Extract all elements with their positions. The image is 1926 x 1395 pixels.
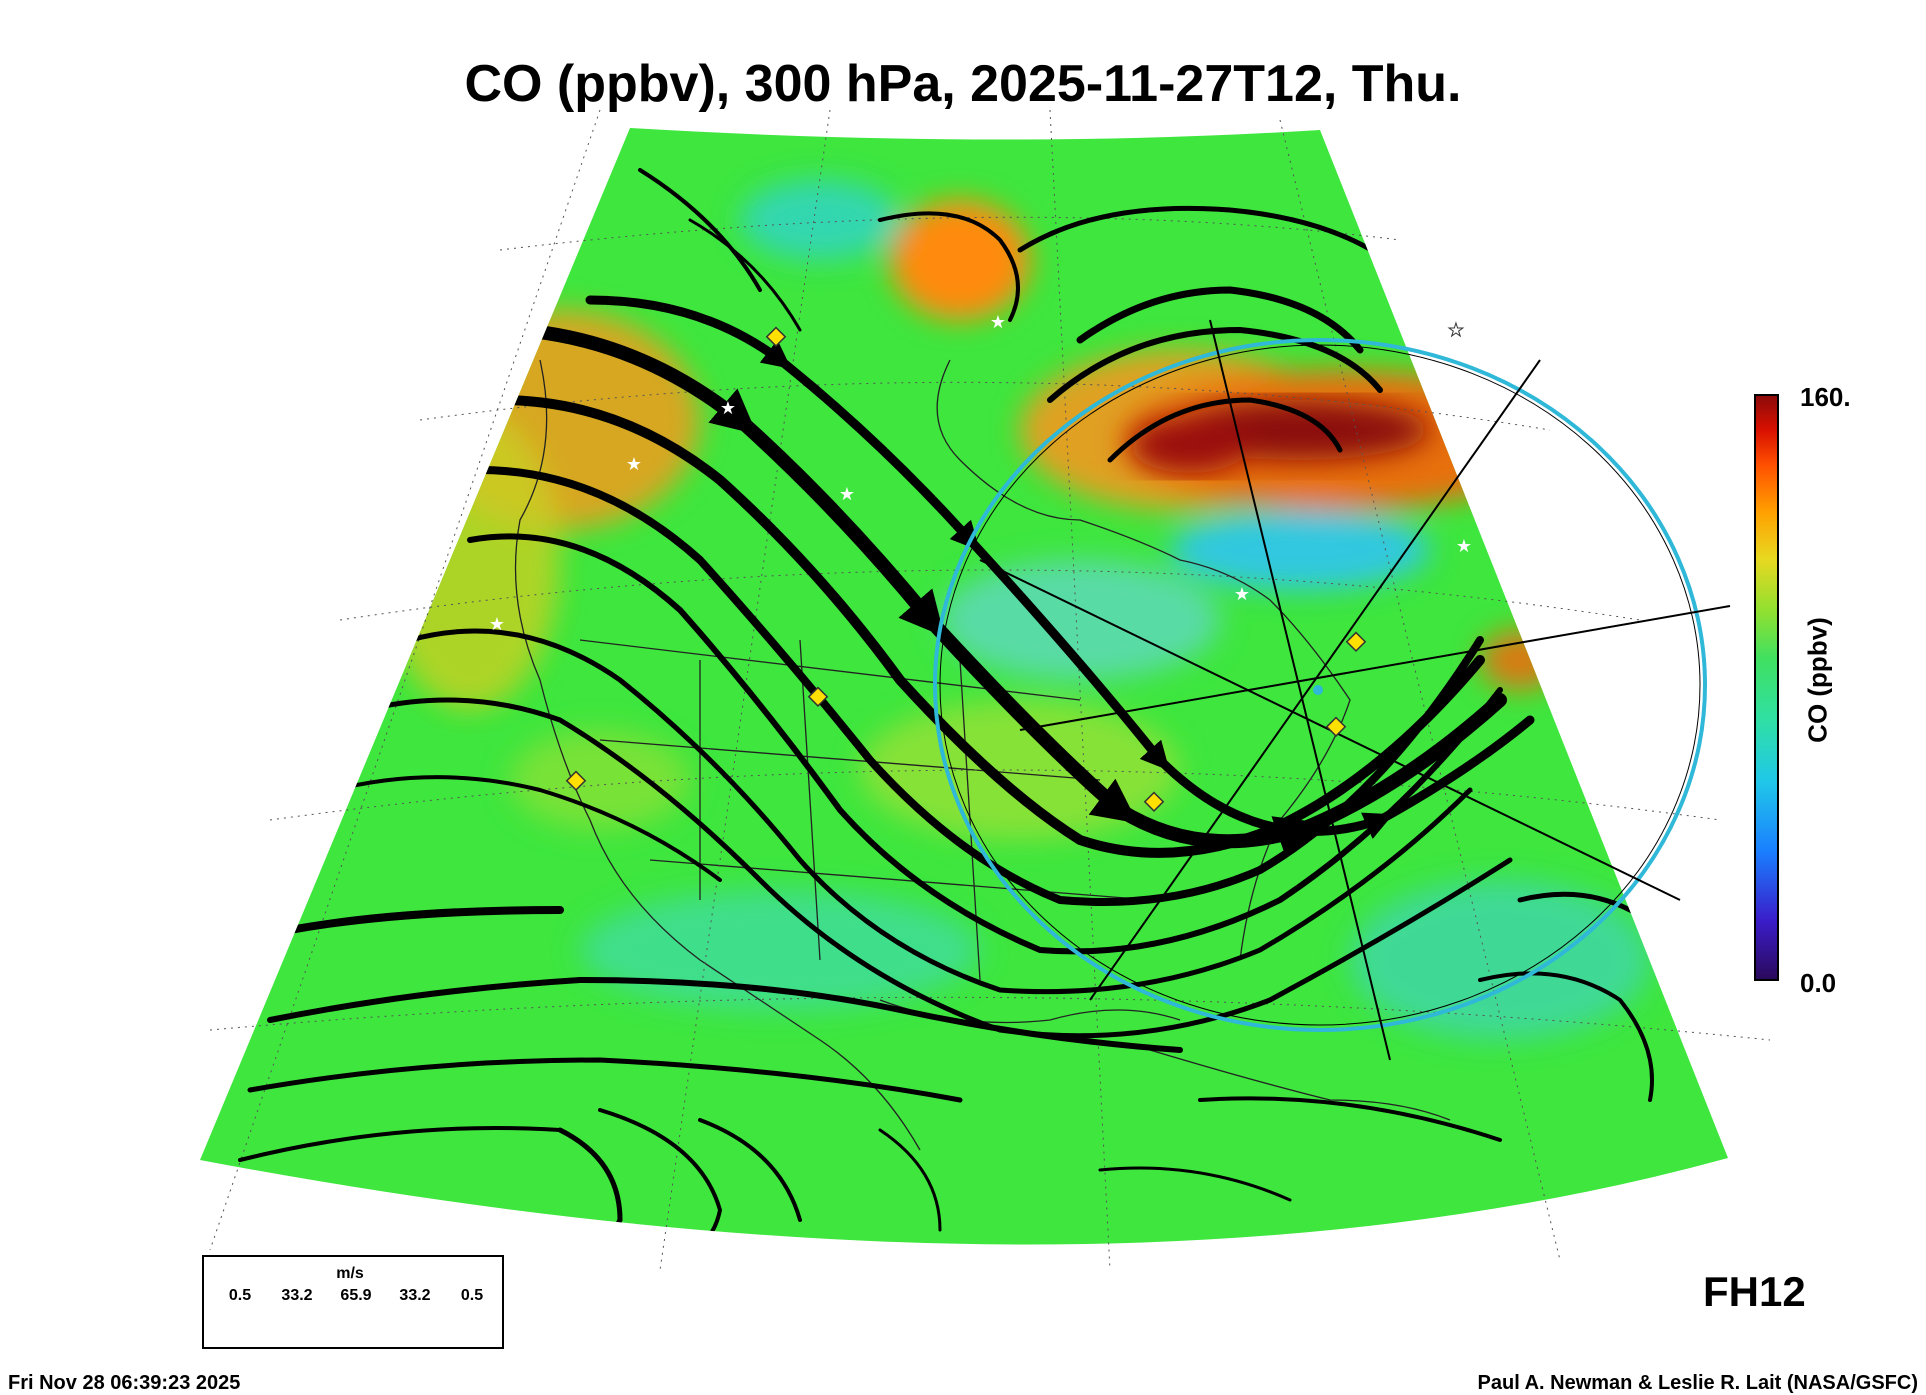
credit: Paul A. Newman & Leslie R. Lait (NASA/GS… xyxy=(1477,1372,1918,1394)
marker-diamond xyxy=(1325,716,1347,737)
colorbar-max-label: 160. xyxy=(1800,382,1851,412)
map-title: CO (ppbv), 300 hPa, 2025-11-27T12, Thu. xyxy=(464,55,1462,113)
marker-star: ★ xyxy=(1234,584,1250,605)
timestamp: Fri Nov 28 06:39:23 2025 xyxy=(8,1372,241,1394)
wind-legend-unit: m/s xyxy=(336,1265,364,1282)
colorbar xyxy=(1754,394,1779,981)
forecast-hour: FH12 xyxy=(1703,1268,1806,1315)
wind-legend-value: 0.5 xyxy=(460,1287,484,1304)
wind-streamlines xyxy=(238,168,1703,1245)
marker-star: ★ xyxy=(990,312,1006,333)
co-field xyxy=(200,128,1728,1245)
marker-diamond xyxy=(1143,791,1165,812)
marker-star: ★ xyxy=(839,484,855,505)
marker-diamond xyxy=(565,770,587,791)
colorbar-title: CO (ppbv) xyxy=(1802,617,1833,743)
wind-legend-value: 33.2 xyxy=(281,1287,313,1304)
marker-diamond xyxy=(765,326,787,347)
marker-star: ★ xyxy=(1448,320,1464,341)
marker-star: ★ xyxy=(720,398,736,419)
marker-diamond xyxy=(807,686,829,707)
wind-legend-value: 0.5 xyxy=(228,1287,252,1304)
marker-diamond xyxy=(1345,631,1367,652)
colorbar-min-label: 0.0 xyxy=(1800,968,1837,998)
marker-star: ★ xyxy=(1456,536,1472,557)
station-markers: ★ ★ ★ ★ ★ ★ ★ ★ xyxy=(489,312,1472,812)
marker-star: ★ xyxy=(626,454,642,475)
wind-legend: m/s 0.5 33.2 65.9 33.2 0.5 xyxy=(202,1255,504,1349)
wind-legend-value: 65.9 xyxy=(340,1287,372,1304)
marker-star: ★ xyxy=(489,614,505,635)
wind-legend-value: 33.2 xyxy=(399,1287,431,1304)
